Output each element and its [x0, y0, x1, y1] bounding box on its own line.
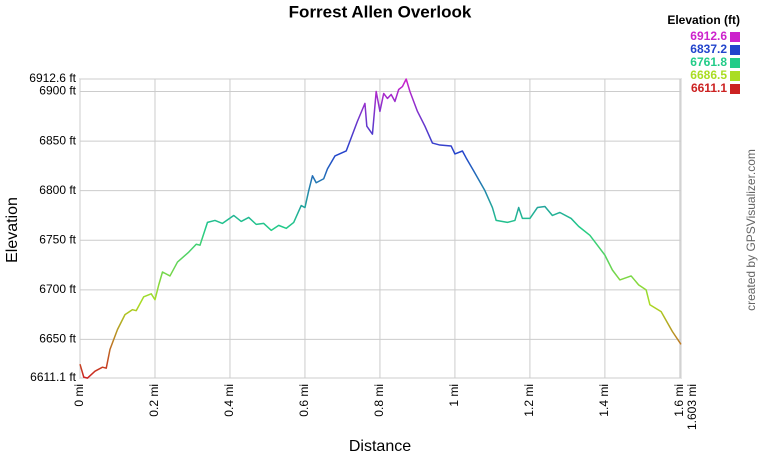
watermark: created by GPSVisualizer.com [744, 149, 758, 311]
legend-label: 6686.5 [690, 68, 727, 82]
y-tick-label: 6650 ft [39, 332, 76, 346]
x-tick-label: 0 mi [72, 384, 86, 407]
x-tick-label: 0.4 mi [222, 384, 236, 417]
x-tick-label: 1 mi [447, 384, 461, 407]
legend-swatch [730, 58, 740, 68]
y-tick-label: 6900 ft [39, 84, 76, 98]
legend-label: 6837.2 [690, 42, 727, 56]
y-axis-title: Elevation [4, 197, 21, 263]
x-tick-label: 0.6 mi [297, 384, 311, 417]
x-tick-label: 1.6 mi [672, 384, 686, 417]
y-tick-label: 6800 ft [39, 183, 76, 197]
legend-swatch [730, 45, 740, 55]
legend-swatch [730, 71, 740, 81]
x-tick-label: 0.8 mi [372, 384, 386, 417]
y-tick-label: 6912.6 ft [29, 71, 76, 85]
x-tick-label: 1.4 mi [597, 384, 611, 417]
x-tick-label: 0.2 mi [147, 384, 161, 417]
legend-label: 6761.8 [690, 55, 727, 69]
x-tick-label: 1.2 mi [522, 384, 536, 417]
y-tick-label: 6750 ft [39, 232, 76, 246]
legend-swatch [730, 32, 740, 42]
chart-title: Forrest Allen Overlook [289, 2, 472, 21]
legend-title: Elevation (ft) [667, 13, 740, 27]
elevation-line [79, 78, 682, 379]
legend-label: 6611.1 [691, 81, 727, 95]
x-axis-title: Distance [349, 438, 411, 455]
y-tick-label: 6850 ft [39, 133, 76, 147]
y-tick-label: 6700 ft [39, 282, 76, 296]
legend-label: 6912.6 [690, 29, 727, 43]
x-tick-label: 1.603 mi [685, 384, 699, 430]
y-tick-label: 6611.1 ft [30, 370, 76, 384]
plot-frame [79, 78, 682, 379]
legend-swatch [730, 84, 740, 94]
